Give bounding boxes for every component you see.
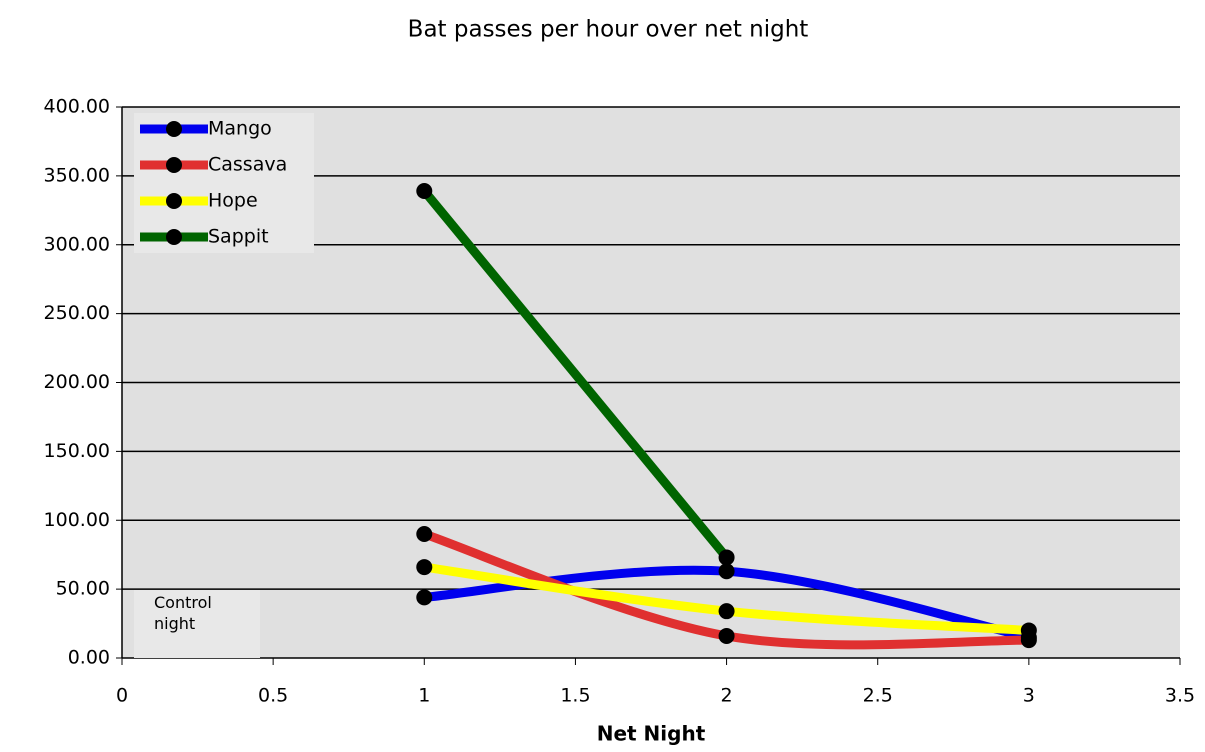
data-point <box>718 563 735 580</box>
x-tick-label: 3.5 <box>1165 685 1195 707</box>
series-line <box>420 188 731 561</box>
chart-title: Bat passes per hour over net night <box>408 17 809 43</box>
y-tick-label: 100.00 <box>44 509 110 531</box>
data-point <box>416 559 433 576</box>
data-point <box>718 627 735 644</box>
x-tick-label: 0 <box>116 685 128 707</box>
y-tick-label: 400.00 <box>44 96 110 118</box>
data-point <box>416 526 433 543</box>
x-tick-label: 2.5 <box>863 685 893 707</box>
x-tick-label: 2 <box>721 685 733 707</box>
x-axis-title: Net Night <box>597 722 706 746</box>
legend-label: Sappit <box>208 226 269 248</box>
legend-marker <box>166 193 182 209</box>
data-point <box>718 603 735 620</box>
x-tick-label: 1 <box>418 685 430 707</box>
x-tick-label: 1.5 <box>560 685 590 707</box>
x-tick-label: 0.5 <box>258 685 288 707</box>
y-tick-label: 0.00 <box>68 647 110 669</box>
legend-label: Cassava <box>208 154 287 176</box>
y-tick-label: 150.00 <box>44 440 110 462</box>
y-tick-label: 250.00 <box>44 302 110 324</box>
data-point <box>416 589 433 606</box>
y-tick-label: 200.00 <box>44 371 110 393</box>
y-tick-label: 300.00 <box>44 233 110 255</box>
data-point <box>416 183 433 200</box>
y-tick-label: 50.00 <box>56 578 110 600</box>
legend-marker <box>166 121 182 137</box>
data-point <box>1020 622 1037 639</box>
annotation: Control night <box>134 590 260 658</box>
legend-label: Mango <box>208 118 272 140</box>
legend: Mango Cassava Hope Sappit <box>134 113 314 253</box>
x-tick-label: 3 <box>1023 685 1035 707</box>
legend-label: Hope <box>208 190 258 212</box>
legend-marker <box>166 229 182 245</box>
legend-box <box>134 113 314 253</box>
data-point <box>718 549 735 566</box>
y-tick-label: 350.00 <box>44 164 110 186</box>
legend-marker <box>166 157 182 173</box>
